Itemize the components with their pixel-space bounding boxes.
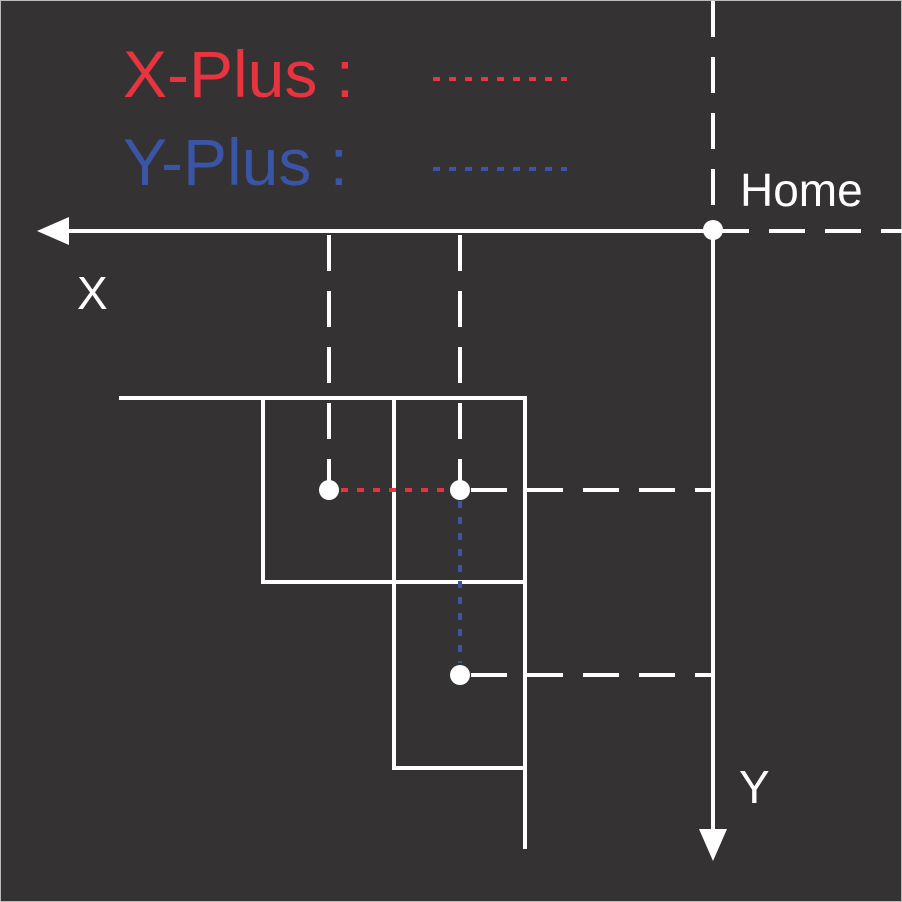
y-axis-arrow-icon [699,829,727,861]
x-axis-label: X [77,267,108,319]
point-x-plus [450,480,470,500]
legend-y-plus-label: Y-Plus : [123,125,348,199]
home-label: Home [740,164,863,216]
legend-x-plus-label: X-Plus : [123,37,354,111]
home-point [703,220,723,240]
point-start [319,480,339,500]
point-y-plus [450,665,470,685]
x-axis-arrow-icon [37,217,69,245]
y-axis-label: Y [739,761,770,813]
